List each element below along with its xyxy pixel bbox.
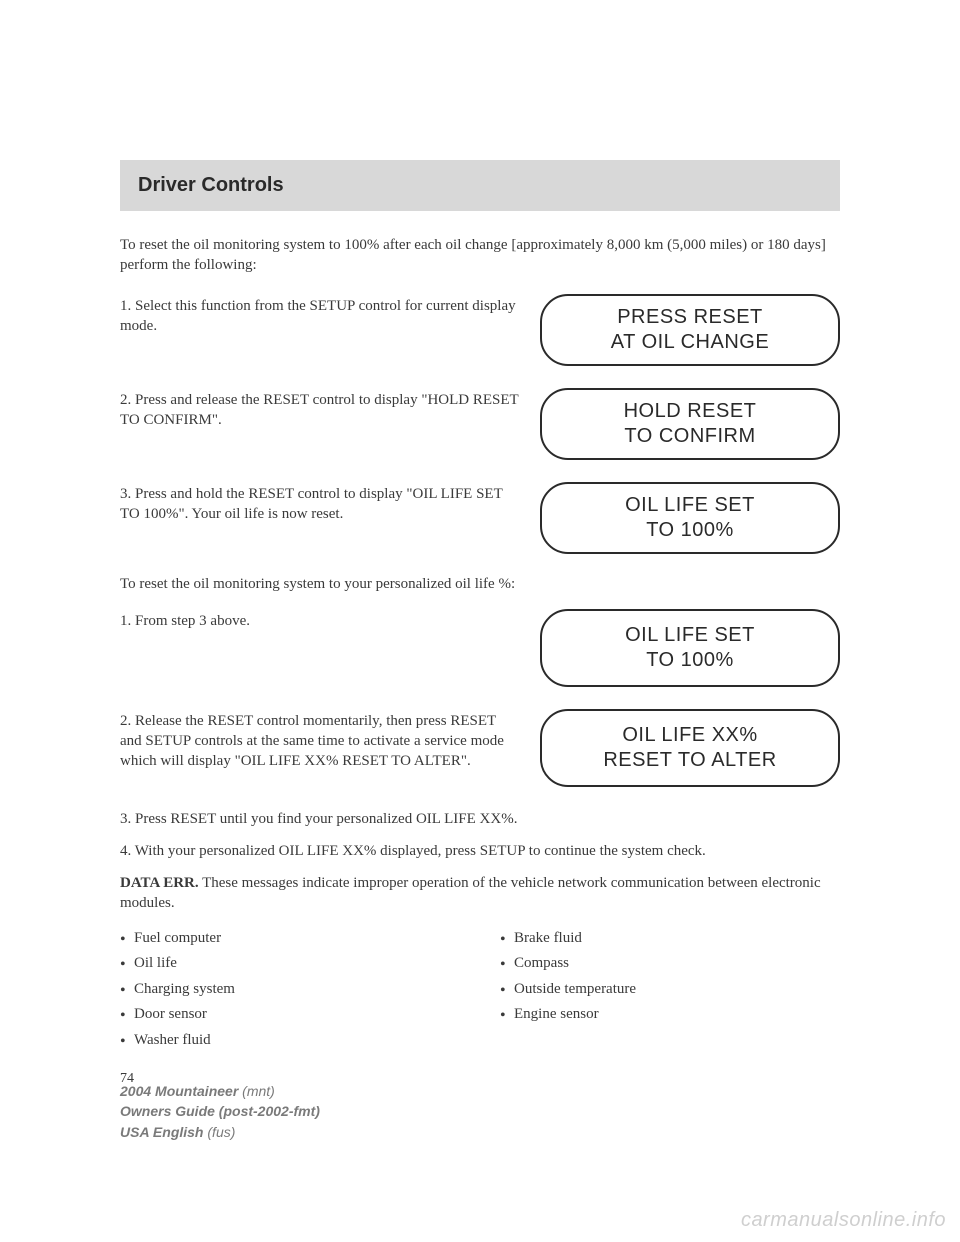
footer-lang: USA English bbox=[120, 1124, 204, 1140]
display-box: HOLD RESET TO CONFIRM bbox=[540, 388, 840, 460]
bullet-col-right: Brake fluid Compass Outside temperature … bbox=[500, 926, 840, 1054]
footer-lang-line: USA English (fus) bbox=[120, 1122, 320, 1142]
display-line: HOLD RESET bbox=[624, 399, 757, 424]
display-box: OIL LIFE SET TO 100% bbox=[540, 609, 840, 687]
data-err-text: These messages indicate improper operati… bbox=[120, 875, 821, 911]
display-line: PRESS RESET bbox=[617, 305, 763, 330]
step-row: 3. Press and hold the RESET control to d… bbox=[120, 482, 840, 554]
bullet-col-left: Fuel computer Oil life Charging system D… bbox=[120, 926, 460, 1054]
display-box: PRESS RESET AT OIL CHANGE bbox=[540, 294, 840, 366]
after-paragraph: 4. With your personalized OIL LIFE XX% d… bbox=[120, 841, 840, 861]
display-box: OIL LIFE XX% RESET TO ALTER bbox=[540, 709, 840, 787]
footer-model-line: 2004 Mountaineer (mnt) bbox=[120, 1081, 320, 1101]
bullet-item: Engine sensor bbox=[500, 1002, 840, 1028]
bullet-item: Brake fluid bbox=[500, 926, 840, 952]
step-text: 2. Press and release the RESET control t… bbox=[120, 388, 520, 431]
watermark: carmanualsonline.info bbox=[741, 1209, 946, 1232]
intro-paragraph: To reset the oil monitoring system to 10… bbox=[120, 235, 840, 276]
step-text: 2. Release the RESET control momentarily… bbox=[120, 709, 520, 772]
bullet-item: Compass bbox=[500, 951, 840, 977]
footer-model: 2004 Mountaineer bbox=[120, 1083, 238, 1099]
bullet-item: Door sensor bbox=[120, 1002, 460, 1028]
step-row: 2. Release the RESET control momentarily… bbox=[120, 709, 840, 787]
bullet-item: Outside temperature bbox=[500, 977, 840, 1003]
step-text: 1. From step 3 above. bbox=[120, 609, 520, 631]
bullet-columns: Fuel computer Oil life Charging system D… bbox=[120, 926, 840, 1054]
section-header: Driver Controls bbox=[120, 160, 840, 211]
display-line: TO 100% bbox=[646, 648, 734, 673]
step-row: 1. Select this function from the SETUP c… bbox=[120, 294, 840, 366]
footer: 2004 Mountaineer (mnt) Owners Guide (pos… bbox=[120, 1081, 320, 1142]
step-text: 3. Press and hold the RESET control to d… bbox=[120, 482, 520, 525]
display-line: AT OIL CHANGE bbox=[611, 330, 769, 355]
sub-intro: To reset the oil monitoring system to yo… bbox=[120, 576, 840, 593]
display-line: RESET TO ALTER bbox=[603, 748, 776, 773]
page-container: Driver Controls To reset the oil monitor… bbox=[0, 0, 960, 1087]
footer-model-code: (mnt) bbox=[238, 1083, 275, 1099]
data-err-paragraph: DATA ERR. These messages indicate improp… bbox=[120, 873, 840, 914]
bullet-item: Washer fluid bbox=[120, 1028, 460, 1054]
display-line: TO 100% bbox=[646, 518, 734, 543]
step-row: 1. From step 3 above. OIL LIFE SET TO 10… bbox=[120, 609, 840, 687]
step-row: 2. Press and release the RESET control t… bbox=[120, 388, 840, 460]
footer-guide: Owners Guide (post-2002-fmt) bbox=[120, 1101, 320, 1121]
display-line: OIL LIFE SET bbox=[625, 623, 755, 648]
section-title: Driver Controls bbox=[138, 174, 822, 197]
display-line: OIL LIFE XX% bbox=[622, 723, 757, 748]
data-err-label: DATA ERR. bbox=[120, 875, 199, 891]
after-paragraph: 3. Press RESET until you find your perso… bbox=[120, 809, 840, 829]
display-line: TO CONFIRM bbox=[624, 424, 755, 449]
display-line: OIL LIFE SET bbox=[625, 493, 755, 518]
display-box: OIL LIFE SET TO 100% bbox=[540, 482, 840, 554]
bullet-item: Oil life bbox=[120, 951, 460, 977]
footer-lang-code: (fus) bbox=[204, 1124, 236, 1140]
step-text: 1. Select this function from the SETUP c… bbox=[120, 294, 520, 337]
bullet-item: Charging system bbox=[120, 977, 460, 1003]
bullet-item: Fuel computer bbox=[120, 926, 460, 952]
